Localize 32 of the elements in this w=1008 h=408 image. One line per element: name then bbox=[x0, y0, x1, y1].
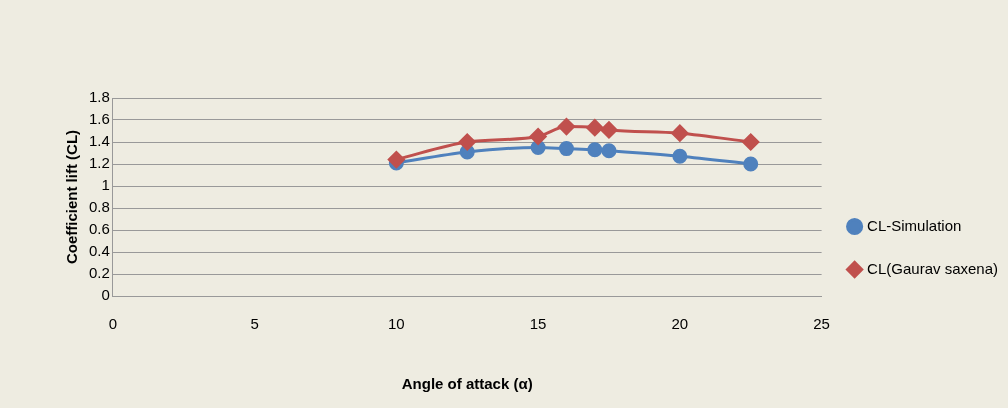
point bbox=[586, 119, 604, 137]
legend-label: CL(Gaurav saxena) bbox=[867, 259, 999, 277]
point bbox=[671, 124, 689, 142]
y-tick-label: 1.6 bbox=[88, 110, 110, 128]
point bbox=[558, 141, 574, 157]
point bbox=[743, 156, 759, 172]
y-tick-label: 0 bbox=[101, 286, 110, 304]
point bbox=[557, 118, 575, 136]
y-tick-label: 0.2 bbox=[88, 264, 110, 282]
point bbox=[672, 148, 688, 164]
x-tick-label: 15 bbox=[529, 315, 547, 333]
y-tick-label: 0.4 bbox=[88, 242, 110, 260]
x-tick-label: 20 bbox=[671, 315, 689, 333]
y-tick-label: 1.8 bbox=[88, 88, 110, 106]
x-tick-label: 25 bbox=[813, 315, 830, 333]
point bbox=[742, 133, 760, 151]
point bbox=[601, 143, 617, 159]
y-tick-label: 1 bbox=[101, 176, 110, 194]
point bbox=[387, 151, 405, 169]
y-tick-label: 0.6 bbox=[88, 220, 110, 238]
y-axis-title: Coefficient lift (CL) bbox=[63, 129, 81, 265]
x-tick-label: 10 bbox=[388, 315, 405, 333]
x-tick-label: 5 bbox=[250, 315, 259, 333]
point bbox=[458, 133, 476, 151]
y-tick-label: 1.4 bbox=[88, 132, 110, 150]
point bbox=[529, 128, 547, 145]
point bbox=[587, 142, 603, 158]
x-axis-title: Angle of attack (α) bbox=[401, 375, 533, 393]
y-tick-label: 0.8 bbox=[88, 198, 110, 216]
legend-label: CL-Simulation bbox=[867, 216, 962, 234]
point bbox=[600, 121, 618, 139]
y-tick-label: 1.2 bbox=[88, 154, 110, 172]
